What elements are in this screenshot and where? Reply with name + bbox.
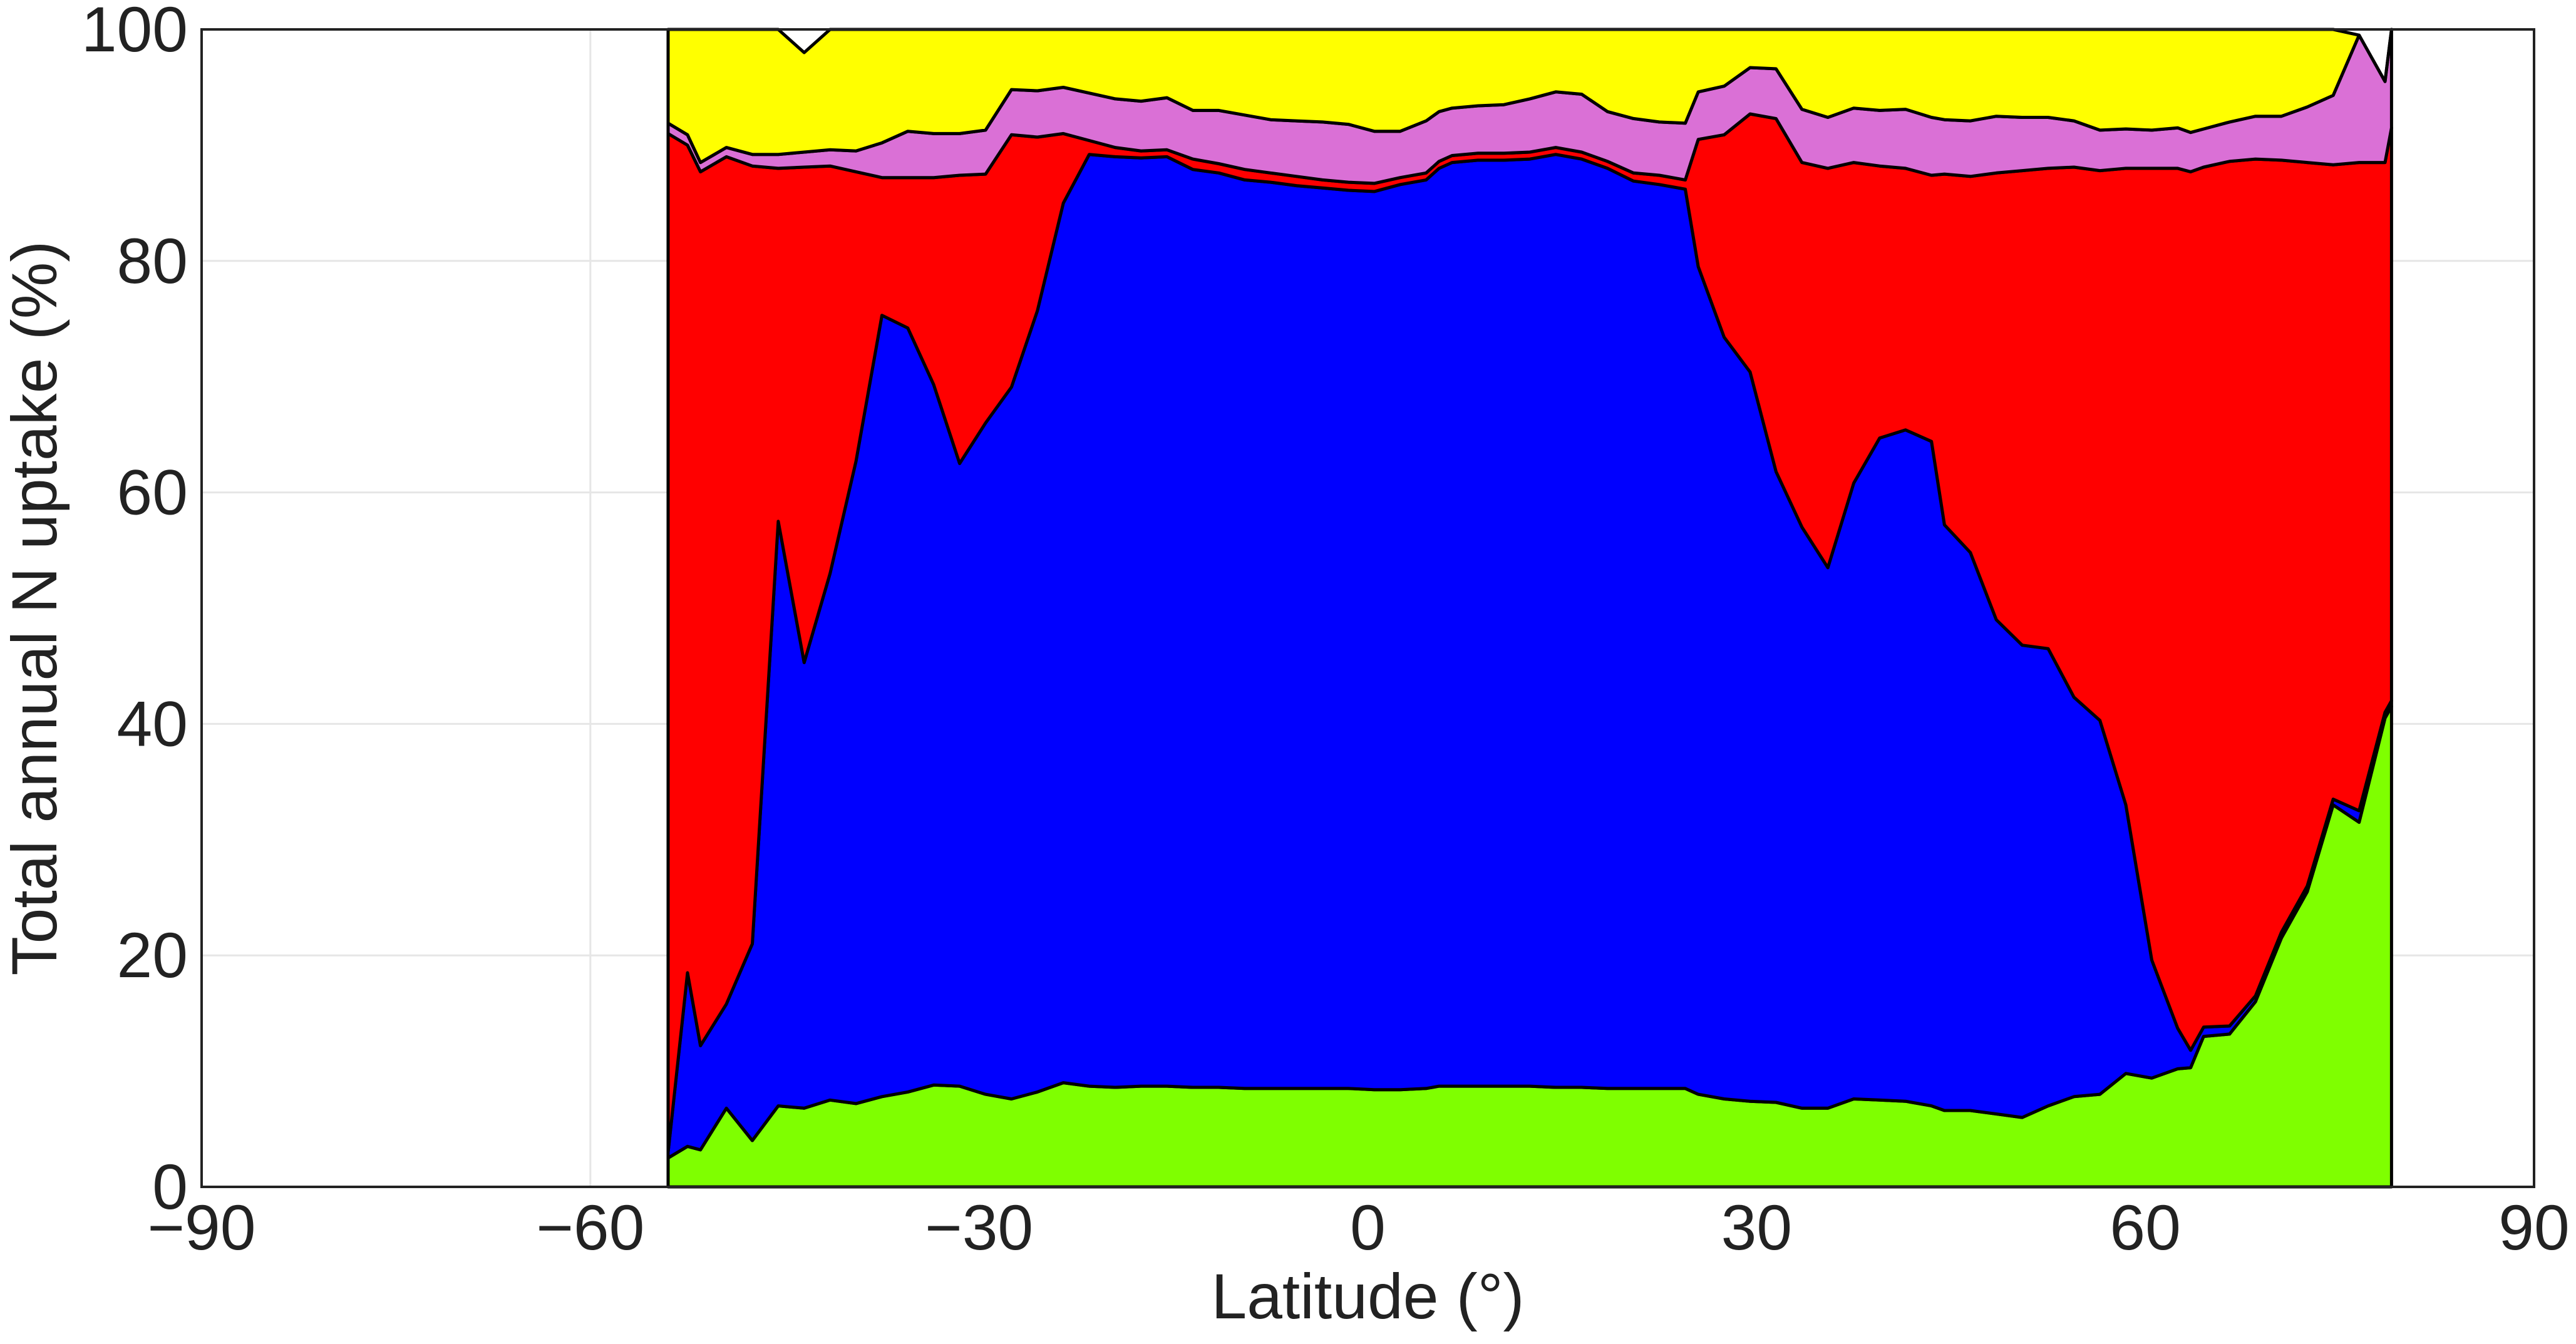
- x-tick-label: 0: [1350, 1192, 1386, 1263]
- y-tick-label: 60: [117, 457, 188, 528]
- y-tick-label: 40: [117, 688, 188, 759]
- y-tick-label: 20: [117, 920, 188, 991]
- x-tick-label: −30: [925, 1192, 1033, 1263]
- tick-labels: −90 −60 −30 0 30 60 90 0 20 40 60 80 100: [81, 0, 2570, 1263]
- plot-frame: [200, 28, 2535, 1188]
- x-tick-label: 30: [1721, 1192, 1792, 1263]
- y-axis-label: Total annual N uptake (%): [0, 241, 70, 976]
- stacked-areas: [666, 28, 2393, 1189]
- x-tick-label: 60: [2110, 1192, 2180, 1263]
- y-tick-label: 80: [117, 225, 188, 297]
- x-tick-label: −90: [147, 1192, 255, 1263]
- x-axis-label: Latitude (°): [1211, 1261, 1524, 1332]
- y-tick-label: 100: [81, 0, 188, 65]
- x-tick-label: −60: [536, 1192, 644, 1263]
- y-tick-label: 0: [152, 1151, 188, 1223]
- x-tick-label: 90: [2498, 1192, 2569, 1263]
